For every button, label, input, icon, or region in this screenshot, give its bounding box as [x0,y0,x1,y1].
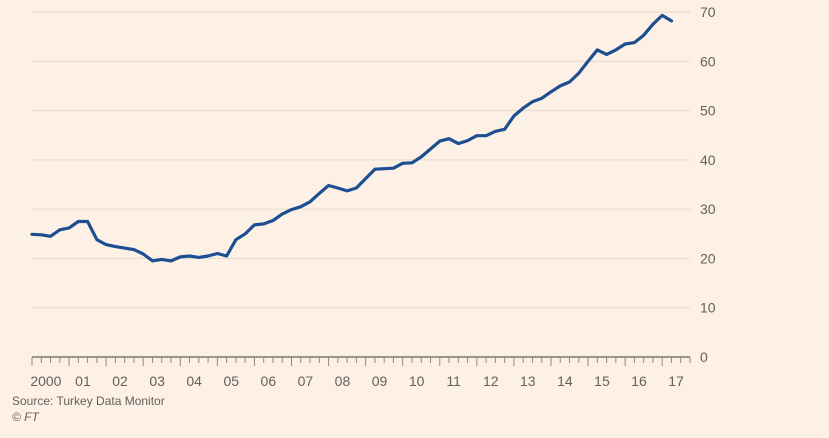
x-tick-label: 11 [446,373,461,389]
gridlines [32,11,690,358]
x-tick-label: 10 [409,373,425,389]
x-tick-label: 03 [149,373,165,389]
x-tick-label: 09 [372,373,388,389]
x-tick-label: 07 [298,373,314,389]
y-tick-label: 40 [700,152,716,168]
series-line [30,13,674,263]
x-tick-label: 2000 [30,373,61,389]
x-tick-label: 04 [186,373,202,389]
x-axis: 2000 01 02 03 04 05 06 07 08 09 10 11 12 13 14 15 16 17 [30,357,691,389]
x-tick-label: 16 [631,373,647,389]
x-tick-label: 08 [335,373,351,389]
source-note: Source: Turkey Data Monitor [12,394,165,408]
y-tick-label: 60 [700,53,716,69]
x-tick-label: 17 [668,373,684,389]
credit-note: © FT [12,410,39,424]
x-tick-label: 12 [483,373,499,389]
x-tick-label: 14 [557,373,573,389]
y-tick-label: 50 [700,103,716,119]
y-tick-label: 20 [700,250,716,266]
x-tick-label: 02 [112,373,128,389]
y-tick-label: 30 [700,201,716,217]
y-tick-label: 10 [700,300,716,316]
x-tick-label: 15 [594,373,610,389]
x-tick-label: 13 [520,373,536,389]
x-tick-label: 05 [223,373,239,389]
series [30,13,674,263]
y-tick-label: 0 [700,349,708,365]
x-tick-label: 06 [261,373,277,389]
y-axis: 0 10 20 30 40 50 60 70 [700,4,716,365]
y-tick-label: 70 [700,4,716,20]
x-tick-label: 01 [75,373,91,389]
